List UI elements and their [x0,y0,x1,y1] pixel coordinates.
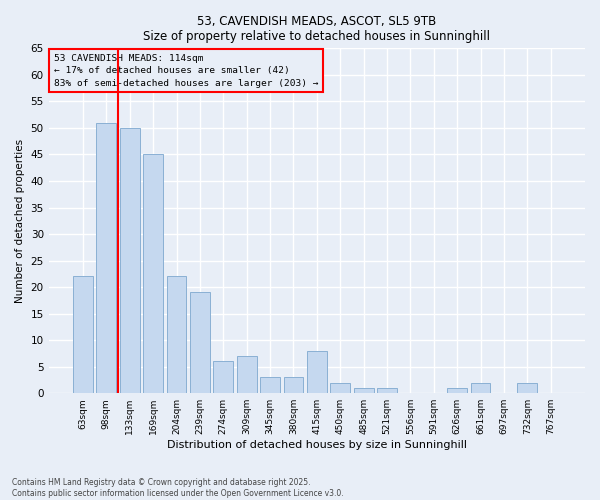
Bar [214,362,233,393]
Bar [190,292,210,393]
Bar [143,154,163,393]
Bar [447,388,467,393]
Bar [260,378,280,393]
Bar [97,122,116,393]
Text: 53 CAVENDISH MEADS: 114sqm
← 17% of detached houses are smaller (42)
83% of semi: 53 CAVENDISH MEADS: 114sqm ← 17% of deta… [54,54,319,88]
Bar [237,356,257,393]
X-axis label: Distribution of detached houses by size in Sunninghill: Distribution of detached houses by size … [167,440,467,450]
Bar [330,382,350,393]
Bar [167,276,187,393]
Bar [284,378,304,393]
Bar [377,388,397,393]
Y-axis label: Number of detached properties: Number of detached properties [15,138,25,303]
Bar [517,382,537,393]
Bar [120,128,140,393]
Bar [307,351,327,393]
Text: Contains HM Land Registry data © Crown copyright and database right 2025.
Contai: Contains HM Land Registry data © Crown c… [12,478,344,498]
Bar [353,388,374,393]
Bar [470,382,490,393]
Bar [73,276,93,393]
Title: 53, CAVENDISH MEADS, ASCOT, SL5 9TB
Size of property relative to detached houses: 53, CAVENDISH MEADS, ASCOT, SL5 9TB Size… [143,15,490,43]
